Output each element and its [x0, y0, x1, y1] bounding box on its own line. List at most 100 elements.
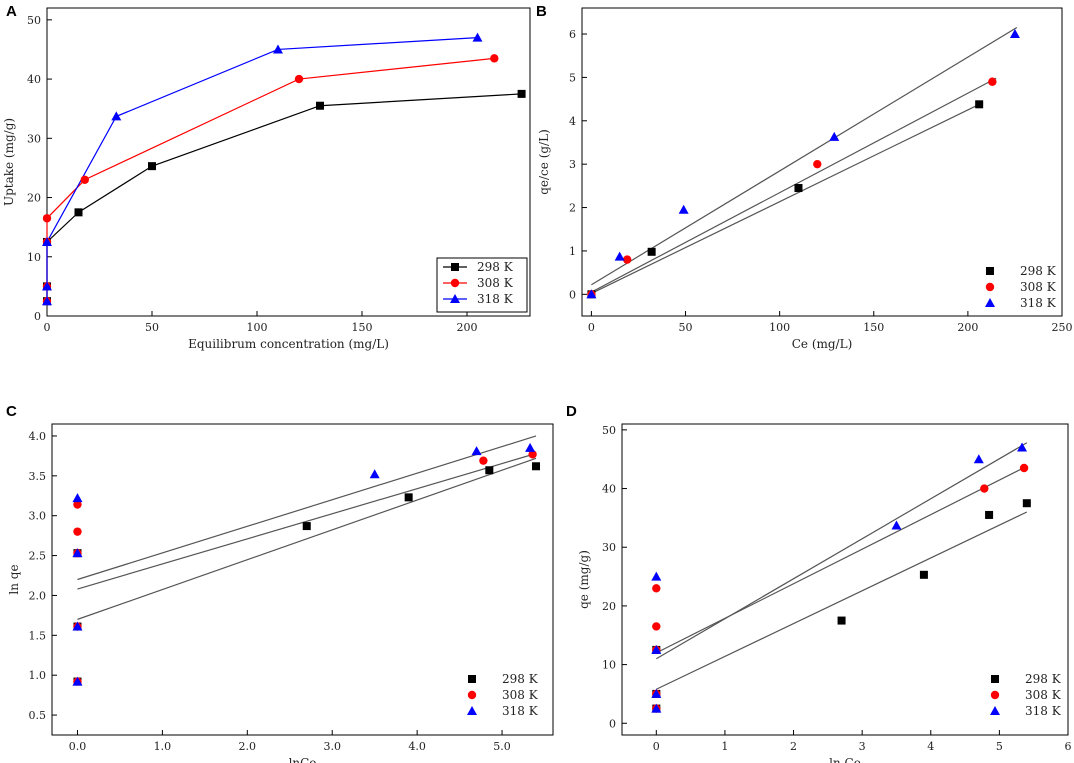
panel-d-point-308-k — [652, 622, 661, 631]
panel-b: B 0 50 100 150 200 250 0 1 2 3 4 5 6 Ce (mg/L) qe/ce (… — [536, 3, 1073, 351]
panel-d-y-tick-label: 30 — [602, 541, 616, 554]
panel-d-point-318-k — [1017, 442, 1028, 452]
panel-b-point-298-k — [647, 247, 656, 256]
panel-d-plot-frame — [621, 423, 1069, 736]
panel-c-y-tick-label: 2.0 — [29, 589, 47, 602]
panel-c-point-318-k — [72, 676, 83, 686]
panel-c-x-tick-label: 0.0 — [69, 740, 87, 753]
panel-c-y-axis-title: ln qe — [7, 564, 21, 594]
panel-d-legend-marker-318-k — [990, 706, 1000, 715]
panel-b-point-318-k — [678, 204, 689, 214]
panel-d-legend-marker-308-k — [990, 690, 1000, 700]
panel-a-point-318-k — [42, 281, 52, 291]
panel-c-legend-marker-308-k — [467, 690, 477, 700]
panel-c-point-298-k — [485, 466, 494, 475]
panel-a-point-318-k — [42, 236, 52, 246]
panel-d-x-tick-label: 6 — [1065, 740, 1072, 753]
panel-c-point-318-k — [471, 446, 482, 456]
panel-a-x-tick-label: 100 — [247, 321, 268, 334]
panel-c-y-tick-label: 2.5 — [29, 550, 47, 563]
panel-c-point-318-k — [72, 548, 83, 558]
panel-b-legend-marker-308-k — [985, 282, 995, 292]
panel-b-y-tick-label: 1 — [569, 245, 576, 258]
panel-c-x-tick-label: 2.0 — [239, 740, 257, 753]
panel-c-legend-marker-298-k — [468, 675, 476, 683]
panel-d-fit-line-308-k — [656, 465, 1028, 654]
panel-c-point-308-k — [528, 450, 537, 459]
panel-d-point-298-k — [919, 570, 928, 579]
panel-d-point-298-k — [985, 510, 994, 519]
panel-c-y-tick-label: 1.5 — [29, 629, 47, 642]
panel-a-point-318-k — [111, 111, 122, 121]
panel-b-fit-line-318-k — [591, 27, 1018, 286]
panel-a-y-tick-label: 20 — [27, 192, 41, 205]
panel-d-point-318-k — [651, 644, 662, 654]
panel-c-fit-line-318-k — [77, 435, 537, 581]
panel-d-y-tick-label: 50 — [602, 424, 616, 437]
panel-b-legend-label-318-k: 318 K — [1020, 296, 1057, 310]
panel-b-point-318-k — [829, 131, 840, 141]
panel-label-b: B — [536, 3, 547, 20]
panel-b-point-318-k — [1009, 29, 1020, 39]
panel-d-y-tick-label: 0 — [609, 717, 616, 730]
panel-d-point-318-k — [651, 703, 662, 713]
panel-d-x-tick-label: 0 — [653, 740, 660, 753]
panel-label-c: C — [6, 403, 17, 420]
panel-a-x-tick-label: 200 — [457, 321, 478, 334]
panel-a-series-line-318-k — [46, 37, 478, 302]
panel-b-y-axis-title: qe/ce (g/L) — [537, 129, 551, 195]
panel-c-y-tick-label: 1.0 — [29, 669, 47, 682]
panel-b-legend-label-308-k: 308 K — [1020, 280, 1057, 294]
panel-b-point-318-k — [614, 251, 625, 261]
panel-b-legend-label-298-k: 298 K — [1020, 264, 1057, 278]
panel-d-point-318-k — [651, 571, 662, 581]
panel-a-point-298-k — [316, 101, 324, 110]
panel-d-x-tick-label: 4 — [927, 740, 934, 753]
panel-d-y-tick-label: 10 — [602, 659, 616, 672]
panel-a: A 0 50 100 150 200 0 10 20 30 40 50 Equilibrum conc… — [2, 3, 531, 351]
panel-d-y-axis-title: qe (mg/g) — [577, 550, 591, 609]
panel-d-y-tick-label: 40 — [602, 483, 616, 496]
panel-b-fit-line-298-k — [591, 102, 984, 294]
panel-b-point-298-k — [794, 184, 803, 193]
panel-c-legend-label-308-k: 308 K — [502, 688, 539, 702]
panel-a-y-tick-label: 40 — [27, 73, 41, 86]
panel-b-x-tick-label: 250 — [1052, 321, 1073, 334]
panel-b-point-308-k — [813, 159, 822, 169]
panel-c-plot-frame — [51, 423, 554, 736]
panel-c-point-318-k — [525, 442, 536, 452]
panel-label-d: D — [566, 403, 577, 420]
panel-a-y-tick-label: 50 — [27, 14, 41, 27]
panel-c-x-tick-label: 4.0 — [408, 740, 426, 753]
panel-b-y-tick-label: 6 — [569, 28, 576, 41]
panel-a-point-308-k — [294, 74, 304, 84]
panel-a-legend-label-318-k: 318 K — [477, 292, 514, 306]
panel-a-point-318-k — [472, 32, 483, 42]
panel-b-x-tick-label: 150 — [863, 321, 884, 334]
panel-b-y-tick-label: 5 — [569, 71, 576, 84]
panel-d-fit-line-298-k — [656, 511, 1028, 690]
panel-a-legend-label-298-k: 298 K — [477, 260, 514, 274]
panel-c-point-308-k — [73, 527, 82, 536]
panel-c-legend-marker-318-k — [467, 706, 477, 715]
panel-b-point-318-k — [586, 289, 597, 299]
panel-d-y-tick-label: 20 — [602, 600, 616, 613]
panel-c-point-298-k — [404, 493, 413, 502]
panel-a-y-axis-title: Uptake (mg/g) — [2, 118, 16, 206]
panel-c-point-308-k — [479, 456, 488, 465]
panel-a-legend-marker-298-k — [451, 263, 459, 271]
panel-d-x-tick-label: 3 — [859, 740, 866, 753]
panel-b-point-308-k — [622, 255, 632, 264]
panel-a-x-axis-title: Equilibrum concentration (mg/L) — [188, 337, 389, 351]
panel-c-point-298-k — [302, 522, 311, 531]
panel-c-point-318-k — [72, 621, 83, 631]
panel-c-point-308-k — [73, 500, 82, 509]
panel-a-x-tick-label: 150 — [352, 321, 373, 334]
panel-d-x-tick-label: 2 — [790, 740, 797, 753]
panel-b-y-tick-label: 3 — [569, 158, 576, 171]
panel-b-legend-marker-318-k — [985, 298, 995, 307]
panel-c-x-tick-label: 5.0 — [493, 740, 511, 753]
panel-c-point-318-k — [72, 493, 83, 503]
panel-c-x-axis-title: lnCe — [289, 756, 317, 763]
